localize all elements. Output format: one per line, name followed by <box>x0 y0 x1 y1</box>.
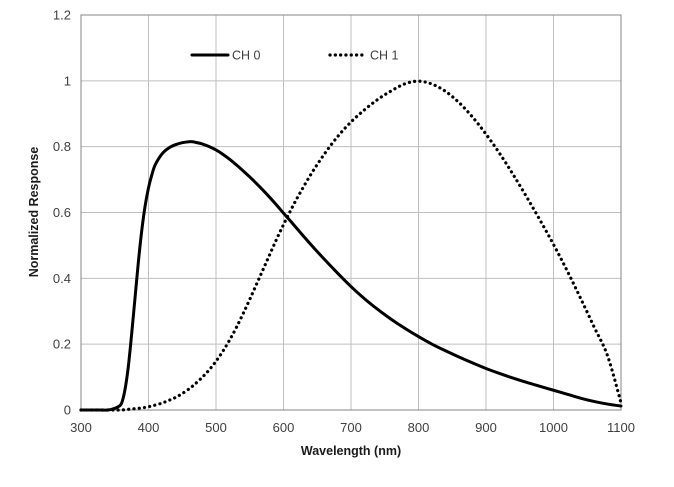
y-tick-label: 0.6 <box>53 205 71 220</box>
x-tick-label: 1100 <box>607 420 635 435</box>
x-axis-tick-labels: 300 400 500 600 700 800 900 1000 1100 <box>70 420 635 435</box>
y-tick-label: 0.4 <box>53 271 71 286</box>
x-tick-label: 800 <box>408 420 430 435</box>
x-tick-label: 1000 <box>539 420 568 435</box>
y-tick-label: 0.8 <box>53 139 71 154</box>
x-tick-label: 700 <box>340 420 362 435</box>
y-tick-label: 1.2 <box>53 8 71 23</box>
x-tick-label: 300 <box>70 420 92 435</box>
y-tick-label: 0.2 <box>53 337 71 352</box>
plot-area-border <box>80 14 622 411</box>
series-line-ch-0 <box>79 140 623 412</box>
series-line-ch-1 <box>79 79 623 412</box>
y-tick-label: 1 <box>64 73 71 88</box>
y-tick-label: 0 <box>64 403 71 418</box>
data-series-group <box>79 79 623 412</box>
x-tick-label: 600 <box>273 420 295 435</box>
y-axis-tick-labels: 0 0.2 0.4 0.6 0.8 1 1.2 <box>53 8 71 418</box>
legend-label-ch-0: CH 0 <box>232 49 261 63</box>
x-tick-label: 400 <box>138 420 160 435</box>
y-axis-title: Normalized Response <box>27 147 41 278</box>
legend-label-ch-1: CH 1 <box>370 49 399 63</box>
plot-frame <box>80 14 622 411</box>
chart-legend: CH 0 CH 1 <box>190 49 399 63</box>
x-tick-label: 500 <box>205 420 227 435</box>
x-axis-title: Wavelength (nm) <box>301 444 401 458</box>
x-tick-label: 900 <box>475 420 497 435</box>
